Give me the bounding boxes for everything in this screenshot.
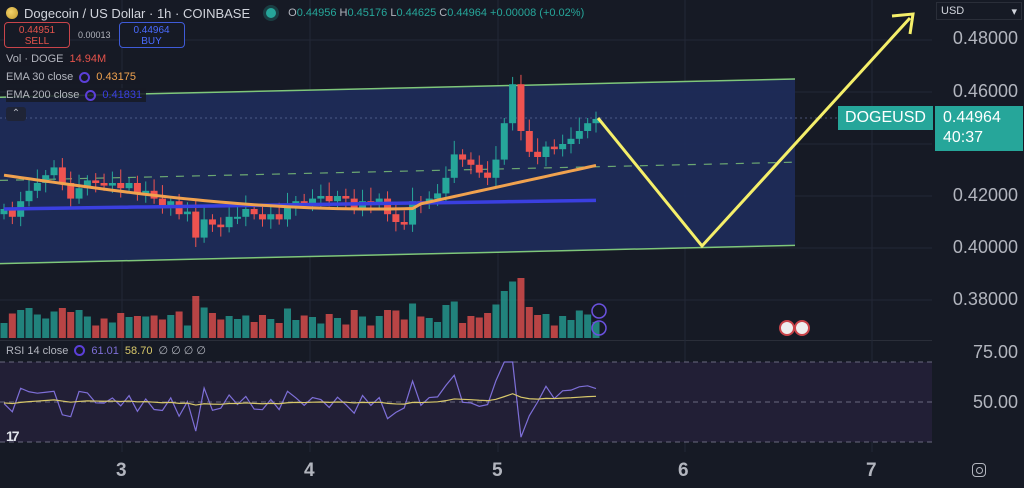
buy-button[interactable]: 0.44964 BUY [118,22,185,48]
sell-button[interactable]: 0.44951 SELL [4,22,70,48]
spread-value: 0.00013 [78,30,111,40]
bar-countdown: 40:37 [943,129,984,146]
ohlc-values: O0.44956 H0.45176 L0.44625 C0.44964 +0.0… [288,7,585,19]
price-tick: 0.48000 [952,28,1018,48]
time-tick: 5 [492,460,503,481]
rsi-tick: 50.00 [972,392,1018,412]
last-price-tag: 0.44964 40:37 [935,106,1023,151]
rsi-tick: 75.00 [972,342,1018,362]
chart-settings-icon[interactable] [972,463,986,477]
rsi-legend[interactable]: RSI 14 close 61.01 58.70 ∅ ∅ ∅ ∅ [6,344,206,358]
indicator-settings-icon[interactable] [79,71,91,83]
volume-indicator-legend[interactable]: Vol · DOGE 14.94M [6,52,111,66]
market-open-icon [266,8,277,18]
price-tick: 0.46000 [952,81,1018,101]
ema200-indicator-legend[interactable]: EMA 200 close 0.41831 [6,88,147,102]
symbol-price-tag: DOGEUSD [838,106,933,130]
price-tick: 0.38000 [952,289,1018,309]
time-tick: 3 [116,460,127,481]
chevron-down-icon: ▾ [1011,6,1017,18]
price-tick: 0.40000 [952,237,1018,257]
tradingview-logo[interactable]: 17 [6,428,20,444]
price-tick: 0.42000 [952,185,1018,205]
dogecoin-icon [6,7,18,19]
collapse-legend-button[interactable]: ⌃ [6,107,26,121]
ema30-indicator-legend[interactable]: EMA 30 close 0.43175 [6,70,141,84]
time-tick: 6 [678,460,689,481]
time-tick: 4 [304,460,315,481]
time-tick: 7 [866,460,877,481]
symbol-title[interactable]: Dogecoin / US Dollar · 1h · COINBASE [24,5,251,21]
chart-legend: Dogecoin / US Dollar · 1h · COINBASE O0.… [6,4,584,22]
indicator-settings-icon[interactable] [74,345,86,356]
indicator-settings-icon[interactable] [85,89,97,101]
currency-select[interactable]: USD ▾ [936,2,1022,20]
trade-panel: 0.44951 SELL 0.00013 0.44964 BUY [4,22,185,48]
